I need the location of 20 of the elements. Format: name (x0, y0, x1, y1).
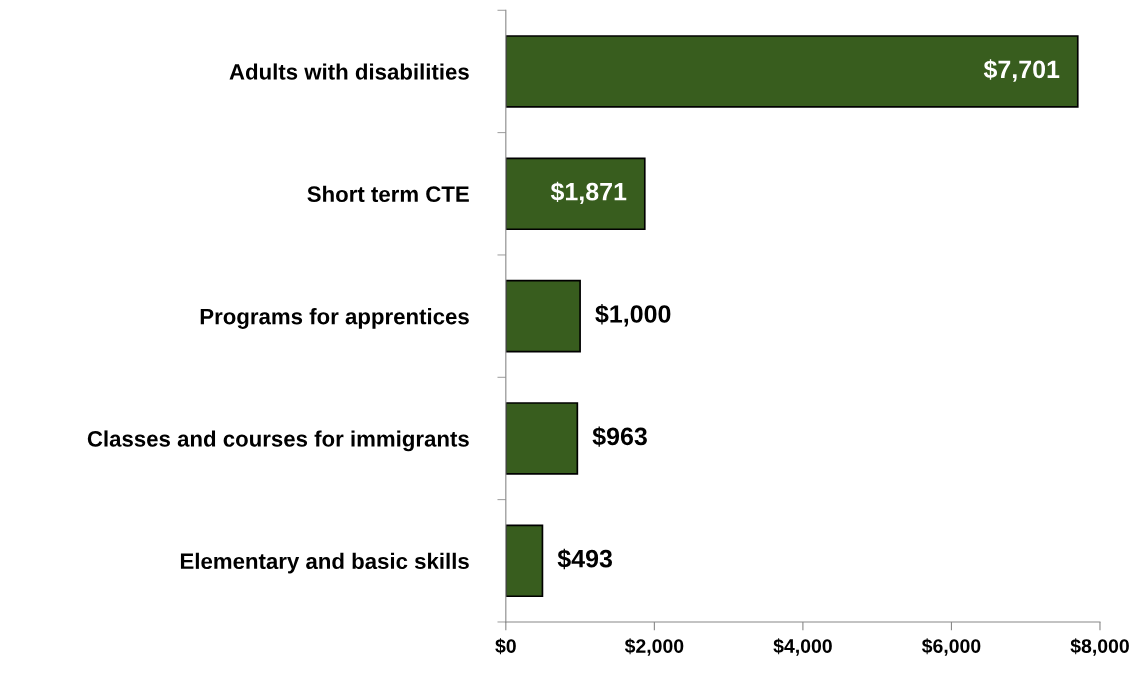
y-tick-label: Short term CTE (307, 185, 469, 203)
y-tick-label: Elementary and basic skills (180, 552, 469, 574)
x-tick-label: $6,000 (921, 638, 981, 656)
y-tick-label: Programs for apprentices (200, 308, 469, 329)
bar (505, 524, 544, 598)
bar (505, 157, 646, 231)
data-label: $493 (557, 548, 613, 570)
data-label: $1,871 (550, 181, 627, 205)
x-tick-label: $2,000 (624, 638, 684, 656)
x-tick-label: $0 (495, 638, 516, 655)
y-tick-label: Adults with disabilities (229, 63, 469, 80)
x-tick-label: $8,000 (1070, 638, 1129, 656)
x-tick-label: $4,000 (773, 638, 832, 656)
data-label: $1,000 (595, 304, 671, 327)
bar (505, 279, 581, 353)
data-label: $963 (592, 426, 647, 447)
y-tick-label: Classes and courses for immigrants (87, 430, 469, 452)
bar (505, 35, 1079, 108)
bar (505, 402, 579, 475)
data-label: $7,701 (983, 59, 1060, 82)
